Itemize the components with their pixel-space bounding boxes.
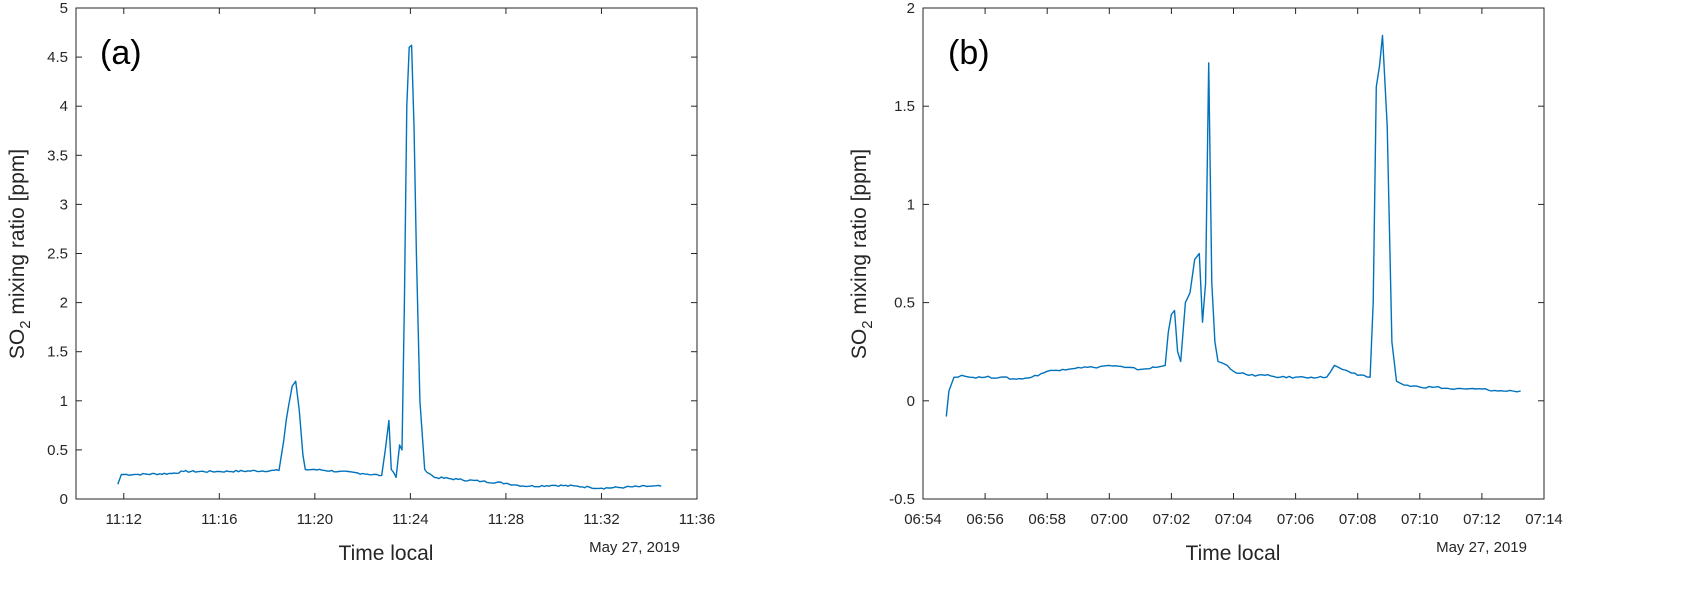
y-tick-label: 4 (60, 98, 68, 115)
y-tick-label: 1.5 (894, 98, 915, 115)
y-tick-label: 2.5 (47, 246, 68, 263)
y-axis-label-sub-a: 2 (17, 320, 34, 328)
y-axis-label-main-a: SO (6, 329, 29, 359)
y-ticks-b: -0.5 0 0.5 1 1.5 2 (889, 0, 1544, 508)
date-caption-b: May 27, 2019 (1436, 539, 1527, 556)
x-tick-label: 06:56 (966, 511, 1004, 528)
x-tick-label: 07:00 (1091, 511, 1129, 528)
x-tick-label: 11:16 (201, 511, 237, 528)
y-tick-label: -0.5 (889, 491, 915, 508)
y-tick-label: 3 (60, 196, 68, 213)
y-tick-label: 3.5 (47, 147, 68, 164)
y-tick-label: 1.5 (47, 344, 68, 361)
x-tick-label: 07:02 (1153, 511, 1191, 528)
y-tick-label: 4.5 (47, 49, 68, 66)
y-ticks-a: 0 0.5 1 1.5 2 2.5 3 3.5 4 4.5 5 (47, 0, 697, 508)
panel-label-b: (b) (948, 34, 990, 72)
y-axis-label-sub-b: 2 (859, 320, 876, 328)
x-axis-label-b: Time local (1186, 542, 1281, 565)
x-ticks-a: 11:12 11:16 11:20 11:24 11:28 11:32 11:36 (106, 8, 715, 528)
x-axis-label-a: Time local (339, 542, 434, 565)
y-axis-label-a: SO2 mixing ratio [ppm] (6, 149, 34, 359)
x-tick-label: 07:06 (1277, 511, 1315, 528)
y-tick-label: 2 (907, 0, 915, 17)
date-caption-a: May 27, 2019 (589, 539, 680, 556)
x-tick-label: 07:10 (1401, 511, 1439, 528)
x-tick-label: 11:12 (106, 511, 142, 528)
x-tick-label: 11:36 (679, 511, 715, 528)
series-line-b (945, 34, 1521, 417)
y-axis-label-main-b: SO (848, 329, 871, 359)
chart-panel-a: (a) Time local May 27, 2019 SO2 mixing r… (6, 0, 715, 565)
y-tick-label: 0 (907, 393, 915, 410)
y-axis-label-rest-b: mixing ratio [ppm] (848, 149, 871, 321)
x-tick-label: 06:54 (904, 511, 942, 528)
y-tick-label: 1 (60, 393, 68, 410)
plot-area-a (75, 7, 698, 500)
y-tick-label: 0.5 (47, 442, 68, 459)
x-tick-label: 11:28 (488, 511, 524, 528)
y-tick-label: 0 (60, 491, 68, 508)
x-ticks-b: 06:54 06:56 06:58 07:00 07:02 07:04 07:06 07:08… (904, 8, 1563, 528)
series-line-a (117, 44, 662, 490)
x-tick-label: 07:04 (1215, 511, 1253, 528)
chart-panel-b: (b) Time local May 27, 2019 SO2 mixing r… (848, 0, 1563, 565)
plot-area-b (922, 7, 1545, 500)
x-tick-label: 07:12 (1463, 511, 1501, 528)
y-axis-label-b: SO2 mixing ratio [ppm] (848, 149, 876, 359)
x-tick-label: 11:24 (392, 511, 428, 528)
y-tick-label: 1 (907, 196, 915, 213)
y-axis-label-rest-a: mixing ratio [ppm] (6, 149, 29, 321)
y-tick-label: 5 (60, 0, 68, 17)
x-tick-label: 11:20 (297, 511, 333, 528)
x-tick-label: 11:32 (583, 511, 619, 528)
x-tick-label: 07:08 (1339, 511, 1377, 528)
panel-label-a: (a) (100, 34, 142, 72)
x-tick-label: 06:58 (1028, 511, 1066, 528)
y-tick-label: 2 (60, 295, 68, 312)
y-tick-label: 0.5 (894, 295, 915, 312)
x-tick-label: 07:14 (1525, 511, 1563, 528)
